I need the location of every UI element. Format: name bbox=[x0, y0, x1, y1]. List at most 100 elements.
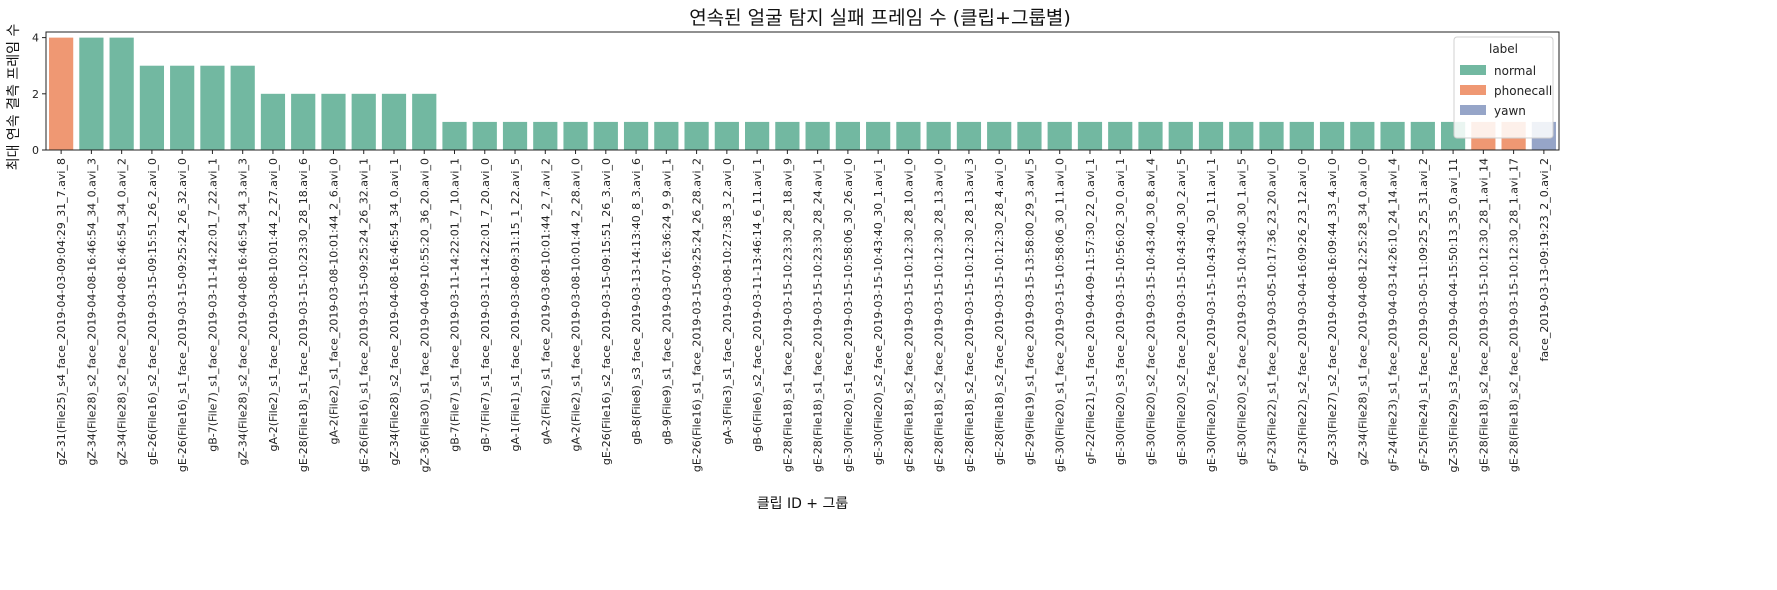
x-tick-label-36: gE-30(File20)_s2_face_2019-03-15-10:43:4… bbox=[1144, 158, 1157, 465]
bar-8 bbox=[291, 93, 316, 150]
x-tick-label-19: gB-8(File8)_s3_face_2019-03-13-14:13:40_… bbox=[630, 158, 643, 445]
bar-37 bbox=[1168, 121, 1193, 150]
x-tick-label-10: gE-26(File16)_s1_face_2019-03-15-09:25:2… bbox=[358, 158, 371, 472]
x-tick-label-11: gZ-34(File28)_s2_face_2019-04-08-16:46:5… bbox=[388, 158, 401, 466]
bar-42 bbox=[1319, 121, 1345, 150]
bar-16 bbox=[533, 121, 558, 150]
legend-swatch-yawn bbox=[1460, 105, 1486, 115]
x-tick-label-17: gA-2(File2)_s1_face_2019-03-08-10:01:44_… bbox=[570, 158, 583, 451]
bar-6 bbox=[230, 65, 255, 150]
bar-45 bbox=[1410, 121, 1435, 150]
bar-2 bbox=[109, 37, 134, 150]
x-tick-labels: gZ-31(File25)_s4_face_2019-04-03-09:04:2… bbox=[55, 150, 1551, 473]
bar-12 bbox=[412, 93, 437, 150]
x-tick-label-2: gZ-34(File28)_s2_face_2019-04-08-16:46:5… bbox=[116, 158, 129, 466]
bar-30 bbox=[956, 121, 982, 150]
x-tick-label-48: gE-28(File18)_s2_face_2019-03-15-10:12:3… bbox=[1508, 158, 1521, 472]
x-tick-label-49: face_2019-03-13-09:19:23_2_0.avi_2 bbox=[1538, 158, 1551, 362]
bar-4 bbox=[170, 65, 195, 150]
y-tick-label-0: 0 bbox=[32, 144, 39, 157]
legend-swatch-normal bbox=[1460, 65, 1486, 75]
x-tick-label-16: gA-2(File2)_s1_face_2019-03-08-10:01:44_… bbox=[539, 158, 552, 444]
x-tick-label-31: gE-28(File18)_s2_face_2019-03-15-10:12:3… bbox=[993, 158, 1006, 465]
x-tick-label-28: gE-28(File18)_s2_face_2019-03-15-10:12:3… bbox=[902, 158, 915, 472]
x-tick-label-44: gF-24(File23)_s1_face_2019-04-03-14:26:1… bbox=[1387, 158, 1400, 472]
x-tick-label-21: gE-26(File16)_s1_face_2019-03-15-09:25:2… bbox=[691, 158, 704, 472]
legend-label-phonecall: phonecall bbox=[1494, 84, 1552, 98]
bar-38 bbox=[1198, 121, 1224, 150]
bar-3 bbox=[139, 65, 165, 150]
x-tick-label-37: gE-30(File20)_s2_face_2019-03-15-10:43:4… bbox=[1175, 158, 1188, 465]
bar-34 bbox=[1077, 121, 1103, 150]
x-tick-label-33: gE-30(File20)_s1_face_2019-03-15-10:58:0… bbox=[1054, 158, 1067, 472]
x-tick-label-27: gE-30(File20)_s2_face_2019-03-15-10:43:4… bbox=[872, 158, 885, 465]
x-tick-label-14: gB-7(File7)_s1_face_2019-03-11-14:22:01_… bbox=[479, 158, 492, 452]
legend-swatch-phonecall bbox=[1460, 85, 1486, 95]
bar-17 bbox=[563, 121, 588, 150]
bar-7 bbox=[260, 93, 286, 150]
bar-22 bbox=[714, 121, 739, 150]
legend: label normal phonecall yawn bbox=[1453, 36, 1554, 139]
x-tick-label-0: gZ-31(File25)_s4_face_2019-04-03-09:04:2… bbox=[55, 158, 68, 466]
legend-title: label bbox=[1489, 42, 1518, 56]
x-tick-label-5: gB-7(File7)_s1_face_2019-03-11-14:22:01_… bbox=[206, 158, 219, 452]
x-tick-label-18: gE-26(File16)_s2_face_2019-03-15-09:15:5… bbox=[600, 158, 613, 465]
bar-20 bbox=[654, 121, 679, 150]
x-tick-label-3: gE-26(File16)_s2_face_2019-03-15-09:15:5… bbox=[146, 158, 159, 465]
bar-36 bbox=[1138, 121, 1163, 150]
x-tick-label-47: gE-28(File18)_s2_face_2019-03-15-10:12:3… bbox=[1477, 158, 1490, 472]
y-tick-labels: 0 2 4 bbox=[32, 32, 46, 157]
bar-0 bbox=[49, 37, 74, 150]
x-tick-label-13: gB-7(File7)_s1_face_2019-03-11-14:22:01_… bbox=[449, 158, 462, 452]
bar-1 bbox=[79, 37, 104, 150]
x-tick-label-25: gE-28(File18)_s1_face_2019-03-15-10:23:3… bbox=[812, 158, 825, 472]
x-tick-label-6: gZ-34(File28)_s2_face_2019-04-08-16:46:5… bbox=[237, 158, 250, 466]
bar-25 bbox=[805, 121, 830, 150]
x-tick-label-30: gE-28(File18)_s2_face_2019-03-15-10:12:3… bbox=[963, 158, 976, 472]
bar-10 bbox=[351, 93, 376, 150]
x-tick-label-26: gE-30(File20)_s1_face_2019-03-15-10:58:0… bbox=[842, 158, 855, 472]
bar-19 bbox=[623, 121, 649, 150]
bar-40 bbox=[1259, 121, 1284, 150]
x-tick-label-45: gF-25(File24)_s1_face_2019-03-05-11:09:2… bbox=[1417, 158, 1430, 472]
bar-5 bbox=[200, 65, 225, 150]
x-tick-label-7: gA-2(File2)_s1_face_2019-03-08-10:01:44_… bbox=[267, 158, 280, 451]
bar-44 bbox=[1380, 121, 1405, 150]
x-tick-label-35: gE-30(File20)_s3_face_2019-03-15-10:56:0… bbox=[1114, 158, 1127, 465]
x-tick-label-20: gB-9(File9)_s1_face_2019-03-07-16:36:24_… bbox=[660, 158, 673, 445]
bar-9 bbox=[321, 93, 346, 150]
bar-21 bbox=[684, 121, 709, 150]
x-tick-label-24: gE-28(File18)_s1_face_2019-03-15-10:23:3… bbox=[781, 158, 794, 472]
bar-13 bbox=[442, 121, 467, 150]
x-tick-label-9: gA-2(File2)_s1_face_2019-03-08-10:01:44_… bbox=[327, 158, 340, 444]
x-tick-label-1: gZ-34(File28)_s2_face_2019-04-08-16:46:5… bbox=[85, 158, 98, 466]
x-tick-label-8: gE-28(File18)_s1_face_2019-03-15-10:23:3… bbox=[297, 158, 310, 472]
bar-43 bbox=[1350, 121, 1375, 150]
bar-26 bbox=[835, 121, 860, 150]
x-tick-label-12: gZ-36(File30)_s1_face_2019-04-09-10:55:2… bbox=[418, 158, 431, 473]
chart-title: 연속된 얼굴 탐지 실패 프레임 수 (클립+그룹별) bbox=[689, 7, 1071, 29]
legend-label-yawn: yawn bbox=[1494, 104, 1526, 118]
x-tick-label-43: gZ-34(File28)_s1_face_2019-04-08-12:25:2… bbox=[1356, 158, 1369, 466]
x-tick-label-42: gZ-33(File27)_s2_face_2019-04-08-16:09:4… bbox=[1326, 158, 1339, 466]
bar-41 bbox=[1289, 121, 1314, 150]
x-tick-label-38: gE-30(File20)_s2_face_2019-03-15-10:43:4… bbox=[1205, 158, 1218, 472]
x-tick-label-4: gE-26(File16)_s1_face_2019-03-15-09:25:2… bbox=[176, 158, 189, 472]
x-tick-label-39: gE-30(File20)_s2_face_2019-03-15-10:43:4… bbox=[1235, 158, 1248, 465]
x-tick-label-32: gE-29(File19)_s1_face_2019-03-15-13:58:0… bbox=[1023, 158, 1036, 465]
bar-23 bbox=[745, 121, 770, 150]
x-tick-label-40: gF-23(File22)_s1_face_2019-03-05-10:17:3… bbox=[1266, 158, 1279, 472]
bar-39 bbox=[1229, 121, 1254, 150]
x-tick-label-34: gF-22(File21)_s1_face_2019-04-09-11:57:3… bbox=[1084, 158, 1097, 465]
bar-14 bbox=[472, 121, 497, 150]
bars-group bbox=[49, 37, 1556, 150]
bar-31 bbox=[987, 121, 1012, 150]
bar-15 bbox=[502, 121, 528, 150]
x-tick-label-23: gB-6(File6)_s2_face_2019-03-11-13:46:14_… bbox=[751, 158, 764, 452]
bar-32 bbox=[1017, 121, 1042, 150]
bar-18 bbox=[593, 121, 618, 150]
x-tick-label-46: gZ-35(File29)_s3_face_2019-04-04-15:50:1… bbox=[1447, 158, 1460, 473]
bar-11 bbox=[381, 93, 407, 150]
y-tick-label-1: 2 bbox=[32, 88, 39, 101]
